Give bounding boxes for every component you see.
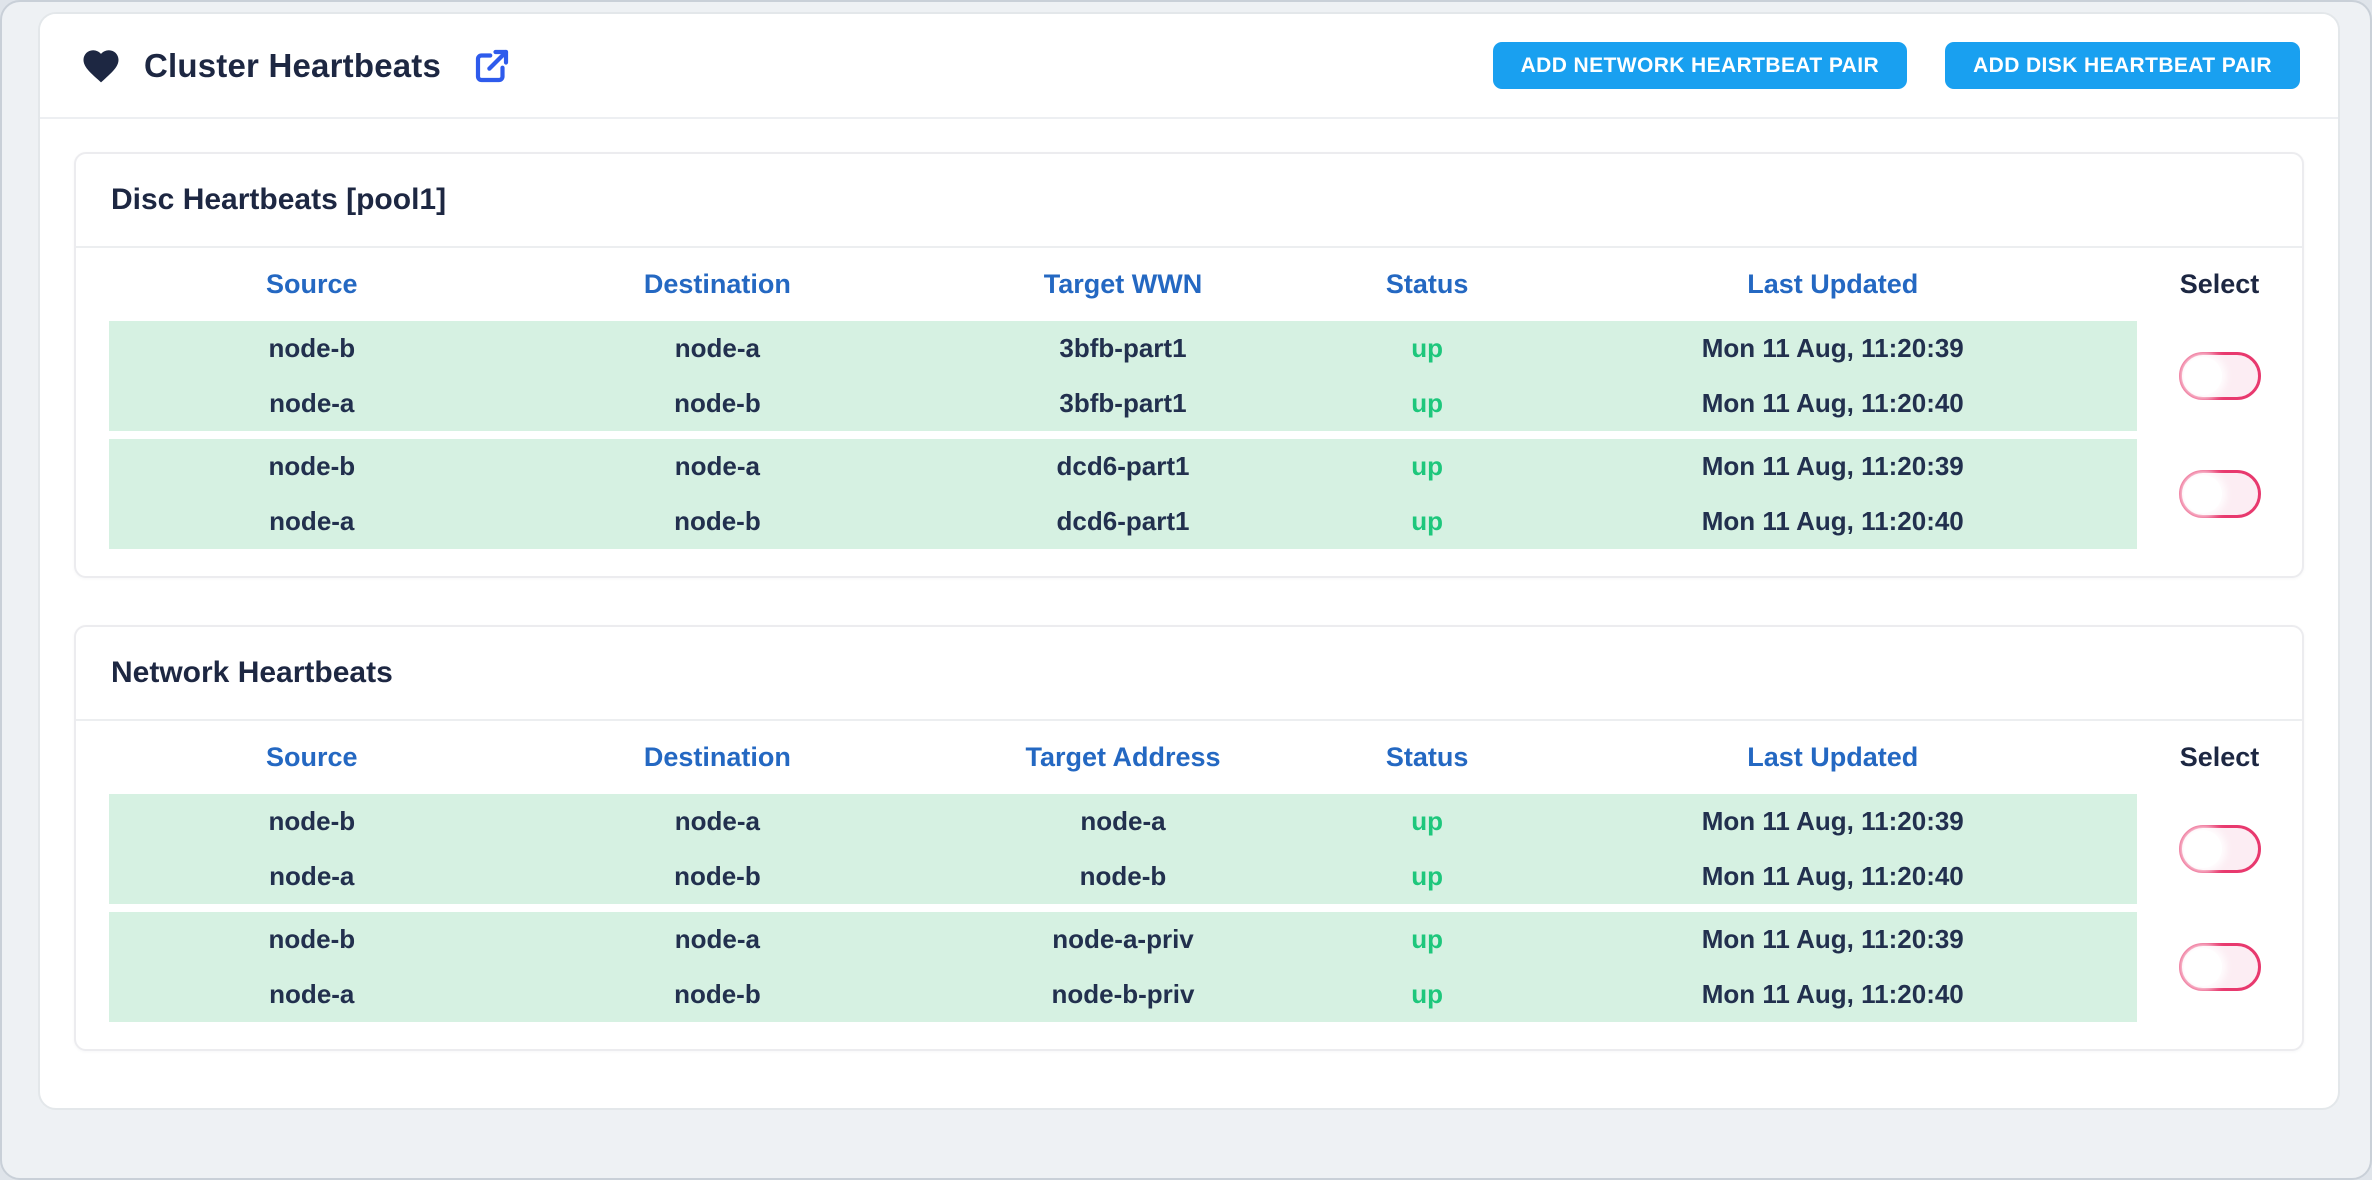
cell-status: up — [1411, 506, 1444, 536]
cell-last-updated: Mon 11 Aug, 11:20:40 — [1701, 979, 1964, 1009]
cell-last-updated: Mon 11 Aug, 11:20:40 — [1701, 388, 1964, 418]
add-network-heartbeat-pair-button[interactable]: ADD NETWORK HEARTBEAT PAIR — [1492, 42, 1908, 89]
cell-status: up — [1411, 451, 1444, 481]
cell-target-wwn: 3bfb-part1 — [1059, 388, 1187, 418]
cell-source: node-a — [269, 388, 355, 418]
cell-last-updated: Mon 11 Aug, 11:20:39 — [1701, 451, 1964, 481]
heart-icon — [80, 45, 122, 87]
table-row: node-b node-a 3bfb-part1 up Mon 11 Aug, … — [109, 321, 2137, 376]
toggle-knob — [2183, 475, 2222, 513]
column-header-target-wwn: Target WWN — [1043, 269, 1203, 299]
cell-destination: node-b — [674, 506, 761, 536]
table-row: node-a node-b node-b-priv up Mon 11 Aug,… — [109, 967, 2137, 1022]
heartbeat-pair-group: node-b node-a node-a-priv up Mon 11 Aug,… — [109, 912, 2302, 1022]
cell-source: node-a — [269, 861, 355, 891]
table-row: node-b node-a node-a-priv up Mon 11 Aug,… — [109, 912, 2137, 967]
header-buttons: ADD NETWORK HEARTBEAT PAIR ADD DISK HEAR… — [1492, 42, 2300, 89]
heartbeat-pair-group: node-b node-a 3bfb-part1 up Mon 11 Aug, … — [109, 321, 2302, 431]
disc-heartbeats-title: Disc Heartbeats [pool1] — [76, 154, 2302, 248]
network-heartbeats-header-row: Source Destination Target Address Status… — [76, 721, 2302, 794]
cell-last-updated: Mon 11 Aug, 11:20:40 — [1701, 506, 1964, 536]
cell-target-address: node-b — [1079, 861, 1167, 891]
page-title: Cluster Heartbeats — [144, 46, 442, 84]
cell-destination: node-a — [674, 451, 760, 481]
disc-heartbeats-section: Disc Heartbeats [pool1] Source Destinati… — [74, 152, 2304, 578]
select-toggle[interactable] — [2178, 470, 2261, 518]
cell-last-updated: Mon 11 Aug, 11:20:39 — [1701, 924, 1964, 954]
select-toggle[interactable] — [2178, 943, 2261, 991]
cell-target-address: node-a-priv — [1052, 924, 1194, 954]
cell-source: node-b — [268, 333, 356, 363]
header-bar: Cluster Heartbeats ADD NETWORK HEARTBEAT… — [40, 14, 2338, 119]
toggle-knob — [2183, 948, 2222, 986]
cell-status: up — [1411, 924, 1444, 954]
table-row: node-a node-b node-b up Mon 11 Aug, 11:2… — [109, 849, 2137, 904]
column-header-status: Status — [1385, 269, 1469, 299]
cell-target-wwn: dcd6-part1 — [1056, 506, 1190, 536]
cell-last-updated: Mon 11 Aug, 11:20:40 — [1701, 861, 1964, 891]
external-link-icon[interactable] — [471, 45, 513, 87]
cell-target-address: node-b-priv — [1051, 979, 1195, 1009]
table-row: node-b node-a dcd6-part1 up Mon 11 Aug, … — [109, 439, 2137, 494]
select-toggle[interactable] — [2178, 352, 2261, 400]
column-header-destination: Destination — [643, 742, 791, 772]
cell-target-wwn: 3bfb-part1 — [1059, 333, 1187, 363]
cell-status: up — [1411, 861, 1444, 891]
column-header-source: Source — [266, 742, 358, 772]
cell-destination: node-a — [674, 924, 760, 954]
cell-status: up — [1411, 806, 1444, 836]
column-header-last-updated: Last Updated — [1747, 742, 1919, 772]
cluster-heartbeats-card: Cluster Heartbeats ADD NETWORK HEARTBEAT… — [38, 12, 2340, 1110]
toggle-knob — [2183, 357, 2222, 395]
cell-status: up — [1411, 333, 1444, 363]
network-heartbeats-title: Network Heartbeats — [76, 627, 2302, 721]
column-header-status: Status — [1385, 742, 1469, 772]
heartbeat-pair-group: node-b node-a node-a up Mon 11 Aug, 11:2… — [109, 794, 2302, 904]
network-heartbeats-table-body: node-b node-a node-a up Mon 11 Aug, 11:2… — [76, 794, 2302, 1049]
cell-source: node-a — [269, 979, 355, 1009]
table-row: node-a node-b dcd6-part1 up Mon 11 Aug, … — [109, 494, 2137, 549]
heartbeat-pair-group: node-b node-a dcd6-part1 up Mon 11 Aug, … — [109, 439, 2302, 549]
cell-source: node-b — [268, 451, 356, 481]
column-header-target-address: Target Address — [1025, 742, 1221, 772]
cell-status: up — [1411, 979, 1444, 1009]
cell-status: up — [1411, 388, 1444, 418]
cell-destination: node-b — [674, 388, 761, 418]
cell-destination: node-a — [674, 333, 760, 363]
cell-source: node-b — [268, 806, 356, 836]
content-area: Disc Heartbeats [pool1] Source Destinati… — [40, 119, 2338, 1051]
cell-destination: node-b — [674, 861, 761, 891]
cell-last-updated: Mon 11 Aug, 11:20:39 — [1701, 333, 1964, 363]
cell-source: node-a — [269, 506, 355, 536]
cell-target-address: node-a — [1080, 806, 1166, 836]
disc-heartbeats-table-body: node-b node-a 3bfb-part1 up Mon 11 Aug, … — [76, 321, 2302, 576]
column-header-last-updated: Last Updated — [1747, 269, 1919, 299]
column-header-destination: Destination — [643, 269, 791, 299]
cell-source: node-b — [268, 924, 356, 954]
column-header-select: Select — [2179, 742, 2260, 772]
disc-heartbeats-header-row: Source Destination Target WWN Status Las… — [76, 248, 2302, 321]
cell-last-updated: Mon 11 Aug, 11:20:39 — [1701, 806, 1964, 836]
cell-target-wwn: dcd6-part1 — [1056, 451, 1190, 481]
toggle-knob — [2183, 830, 2222, 868]
header-title-group: Cluster Heartbeats — [80, 45, 513, 87]
table-row: node-b node-a node-a up Mon 11 Aug, 11:2… — [109, 794, 2137, 849]
cell-destination: node-b — [674, 979, 761, 1009]
add-disk-heartbeat-pair-button[interactable]: ADD DISK HEARTBEAT PAIR — [1945, 42, 2300, 89]
column-header-source: Source — [266, 269, 358, 299]
select-toggle[interactable] — [2178, 825, 2261, 873]
cell-destination: node-a — [674, 806, 760, 836]
table-row: node-a node-b 3bfb-part1 up Mon 11 Aug, … — [109, 376, 2137, 431]
column-header-select: Select — [2179, 269, 2260, 299]
network-heartbeats-section: Network Heartbeats Source Destination Ta… — [74, 625, 2304, 1051]
